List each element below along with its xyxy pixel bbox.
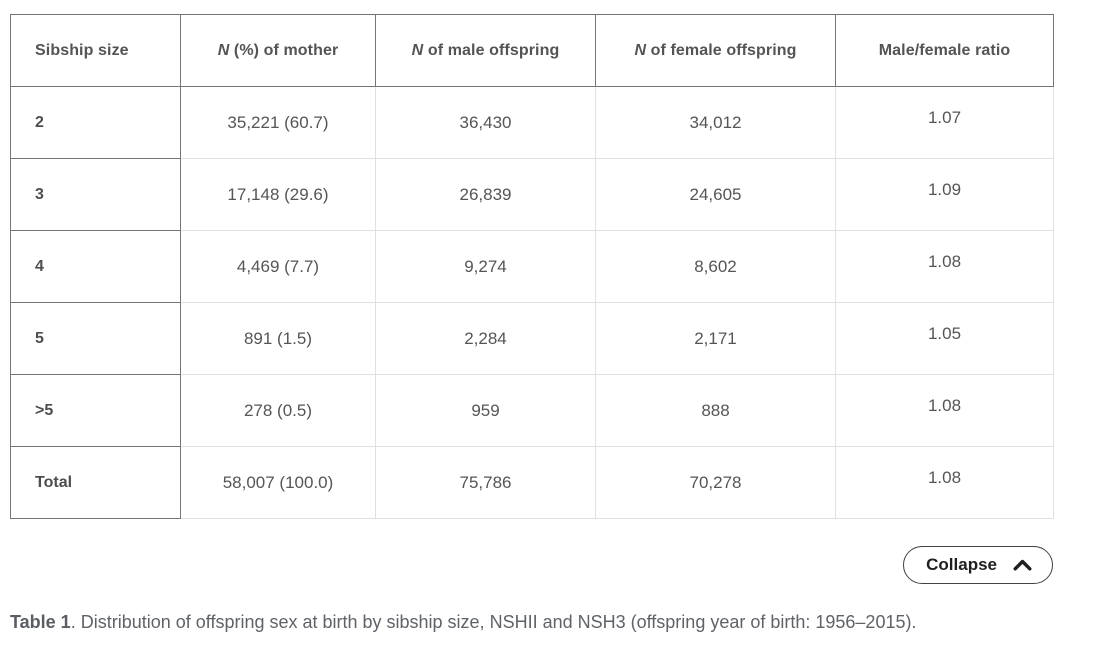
cell-n-male: 36,430 — [375, 86, 596, 159]
cell-n-female: 8,602 — [595, 230, 836, 303]
chevron-up-icon — [1013, 559, 1032, 571]
cell-n-female: 34,012 — [595, 86, 836, 159]
cell-sibship-size: >5 — [10, 374, 181, 447]
cell-n-mother: 35,221 (60.7) — [180, 86, 376, 159]
table-row: 5 891 (1.5) 2,284 2,171 1.05 — [10, 302, 1054, 375]
header-label: of male offspring — [423, 41, 560, 59]
header-italic-part: N — [217, 41, 230, 59]
table-row: 4 4,469 (7.7) 9,274 8,602 1.08 — [10, 230, 1054, 303]
table-controls: Collapse — [10, 546, 1053, 584]
cell-n-female: 2,171 — [595, 302, 836, 375]
cell-ratio: 1.08 — [835, 446, 1054, 519]
cell-n-mother: 4,469 (7.7) — [180, 230, 376, 303]
cell-n-mother: 891 (1.5) — [180, 302, 376, 375]
column-header-sibship-size: Sibship size — [10, 14, 181, 87]
header-label: Male/female ratio — [878, 41, 1011, 59]
cell-ratio: 1.07 — [835, 86, 1054, 159]
table-viewer: Sibship size N (%) of mother N of male o… — [10, 14, 1054, 636]
table-row: 2 35,221 (60.7) 36,430 34,012 1.07 — [10, 86, 1054, 159]
table-caption-text: . Distribution of offspring sex at birth… — [70, 612, 917, 632]
cell-n-female: 888 — [595, 374, 836, 447]
sibship-distribution-table: Sibship size N (%) of mother N of male o… — [10, 14, 1054, 519]
cell-sibship-size: 3 — [10, 158, 181, 231]
header-italic-part: N — [634, 41, 647, 59]
cell-sibship-size: 5 — [10, 302, 181, 375]
header-italic-part: N — [411, 41, 424, 59]
cell-sibship-size: 2 — [10, 86, 181, 159]
header-label: Sibship size — [35, 41, 129, 59]
column-header-n-female-offspring: N of female offspring — [595, 14, 836, 87]
column-header-n-male-offspring: N of male offspring — [375, 14, 596, 87]
cell-n-mother: 278 (0.5) — [180, 374, 376, 447]
cell-n-male: 75,786 — [375, 446, 596, 519]
table-caption-label: Table 1 — [10, 612, 71, 632]
cell-n-mother: 58,007 (100.0) — [180, 446, 376, 519]
header-label: (%) of mother — [229, 41, 339, 59]
cell-n-female: 70,278 — [595, 446, 836, 519]
cell-n-male: 9,274 — [375, 230, 596, 303]
table-row-total: Total 58,007 (100.0) 75,786 70,278 1.08 — [10, 446, 1054, 519]
table-caption: Table 1. Distribution of offspring sex a… — [10, 608, 1010, 636]
cell-n-mother: 17,148 (29.6) — [180, 158, 376, 231]
cell-ratio: 1.05 — [835, 302, 1054, 375]
cell-n-male: 26,839 — [375, 158, 596, 231]
cell-n-female: 24,605 — [595, 158, 836, 231]
cell-sibship-size: Total — [10, 446, 181, 519]
column-header-n-mother: N (%) of mother — [180, 14, 376, 87]
cell-ratio: 1.08 — [835, 374, 1054, 447]
cell-ratio: 1.08 — [835, 230, 1054, 303]
table-row: >5 278 (0.5) 959 888 1.08 — [10, 374, 1054, 447]
table-row: 3 17,148 (29.6) 26,839 24,605 1.09 — [10, 158, 1054, 231]
cell-n-male: 959 — [375, 374, 596, 447]
header-row: Sibship size N (%) of mother N of male o… — [10, 14, 1054, 87]
collapse-button[interactable]: Collapse — [903, 546, 1053, 584]
cell-sibship-size: 4 — [10, 230, 181, 303]
cell-ratio: 1.09 — [835, 158, 1054, 231]
header-label: of female offspring — [646, 41, 797, 59]
column-header-male-female-ratio: Male/female ratio — [835, 14, 1054, 87]
cell-n-male: 2,284 — [375, 302, 596, 375]
collapse-button-label: Collapse — [926, 555, 997, 574]
